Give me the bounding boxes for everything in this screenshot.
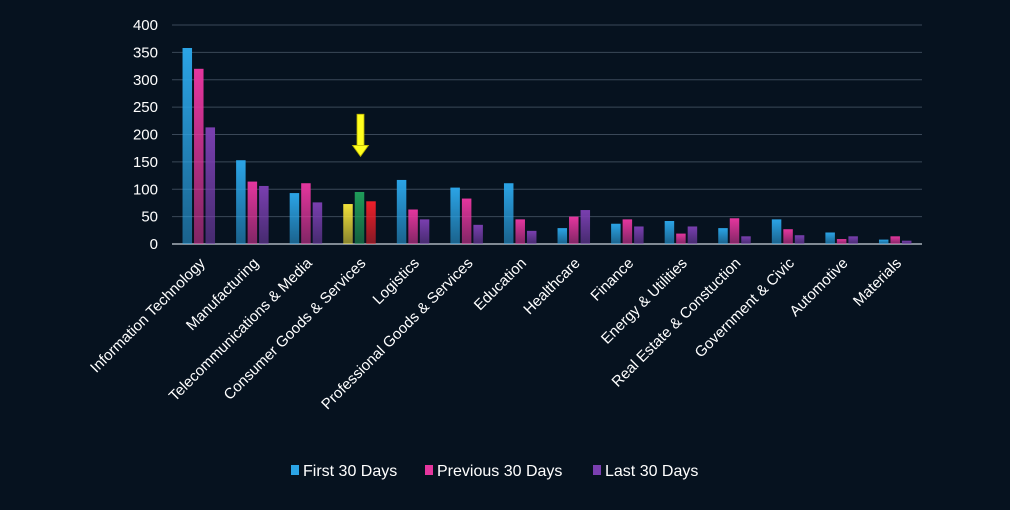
- bar-last-30-days-manufacturing: [259, 185, 269, 244]
- bar-previous-30-days-professional-goods-and-services: [461, 198, 472, 244]
- bar-last-30-days-real-estate-and-constuction: [741, 236, 751, 244]
- y-tick-label: 350: [133, 44, 158, 61]
- legend-label: Last 30 Days: [605, 463, 698, 480]
- x-tick-label-healthcare: Healthcare: [520, 255, 583, 318]
- bar-previous-30-days-education: [515, 219, 525, 244]
- bar-previous-30-days-materials: [890, 236, 900, 244]
- bar-first-30-days-finance: [611, 223, 621, 244]
- bar-last-30-days-healthcare: [580, 210, 591, 244]
- annotations: [351, 113, 370, 158]
- y-axis-ticks: 0 50 100 150 200 250 300 350 400: [133, 17, 158, 253]
- bar-first-30-days-energy-and-utilities: [664, 221, 675, 244]
- bar-first-30-days-real-estate-and-constuction: [718, 228, 728, 244]
- x-tick-label-government-and-civic: Government & Civic: [692, 254, 799, 361]
- y-tick-label: 0: [150, 236, 158, 253]
- bar-previous-30-days-consumer-goods-and-services: [354, 191, 365, 244]
- bar-first-30-days-automotive: [825, 232, 835, 244]
- bar-first-30-days-logistics: [396, 179, 407, 244]
- bar-previous-30-days-manufacturing: [247, 181, 258, 244]
- legend-item-first-30-days: First 30 Days: [291, 463, 397, 480]
- bar-first-30-days-government-and-civic: [771, 219, 782, 244]
- legend-label: Previous 30 Days: [437, 463, 562, 480]
- y-tick-label: 400: [133, 17, 158, 34]
- bar-last-30-days-finance: [634, 226, 644, 244]
- bar-first-30-days-telecommunications-and-media: [289, 193, 300, 244]
- x-tick-label-finance: Finance: [587, 255, 637, 305]
- bar-previous-30-days-government-and-civic: [783, 229, 793, 244]
- bars: [182, 47, 912, 245]
- bar-first-30-days-manufacturing: [236, 160, 246, 244]
- bar-last-30-days-professional-goods-and-services: [473, 224, 483, 244]
- x-tick-label-logistics: Logistics: [370, 255, 423, 308]
- bar-previous-30-days-automotive: [836, 239, 847, 244]
- legend-swatch: [425, 465, 433, 475]
- bar-last-30-days-energy-and-utilities: [687, 226, 698, 244]
- bar-previous-30-days-information-technology: [194, 68, 204, 244]
- bar-first-30-days-consumer-goods-and-services: [343, 204, 353, 244]
- bar-previous-30-days-finance: [622, 219, 633, 244]
- x-tick-label-materials: Materials: [850, 255, 905, 310]
- gridlines: [172, 24, 922, 245]
- legend-item-last-30-days: Last 30 Days: [593, 463, 698, 480]
- bar-last-30-days-education: [526, 230, 537, 244]
- bar-previous-30-days-real-estate-and-constuction: [729, 218, 740, 244]
- bar-first-30-days-healthcare: [557, 228, 568, 244]
- x-tick-label-automotive: Automotive: [786, 255, 851, 320]
- bar-previous-30-days-healthcare: [569, 216, 579, 244]
- y-tick-label: 250: [133, 99, 158, 116]
- bar-previous-30-days-telecommunications-and-media: [301, 183, 311, 244]
- legend: First 30 Days Previous 30 Days Last 30 Day…: [291, 463, 698, 480]
- bar-last-30-days-consumer-goods-and-services: [366, 201, 376, 244]
- y-tick-label: 150: [133, 154, 158, 171]
- bar-first-30-days-professional-goods-and-services: [450, 187, 460, 244]
- y-tick-label: 200: [133, 127, 158, 144]
- highlight-arrow: [351, 113, 370, 158]
- bar-last-30-days-logistics: [419, 219, 430, 244]
- bar-last-30-days-telecommunications-and-media: [312, 202, 323, 244]
- bar-first-30-days-materials: [878, 239, 889, 244]
- bar-last-30-days-government-and-civic: [794, 235, 805, 244]
- y-tick-label: 50: [141, 209, 158, 226]
- legend-swatch: [593, 465, 601, 475]
- bar-last-30-days-information-technology: [205, 127, 216, 244]
- bar-last-30-days-automotive: [848, 236, 858, 244]
- bar-previous-30-days-logistics: [408, 209, 418, 244]
- y-tick-label: 100: [133, 181, 158, 198]
- bar-previous-30-days-energy-and-utilities: [676, 233, 686, 244]
- y-tick-label: 300: [133, 72, 158, 89]
- bar-last-30-days-materials: [901, 240, 912, 244]
- bar-first-30-days-education: [503, 183, 514, 244]
- x-axis-ticks: Information TechnologyManufacturingTelec…: [87, 254, 905, 413]
- legend-item-previous-30-days: Previous 30 Days: [425, 463, 562, 480]
- legend-label: First 30 Days: [303, 463, 397, 480]
- bar-first-30-days-information-technology: [182, 47, 193, 245]
- legend-swatch: [291, 465, 299, 475]
